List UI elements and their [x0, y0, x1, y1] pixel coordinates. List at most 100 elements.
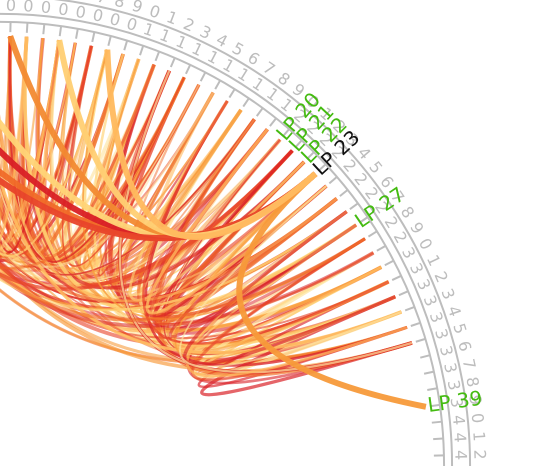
outer-ring-label: 7 [459, 357, 480, 371]
outer-ring-label: 6 [454, 339, 475, 354]
ring-tick [384, 259, 395, 267]
outer-ring-label: 5 [449, 321, 470, 336]
inner-ring-label: 0 [108, 9, 123, 30]
outer-ring-label: 8 [113, 0, 128, 12]
inner-ring-label: 0 [40, 0, 52, 17]
inner-ring-label: 3 [444, 379, 464, 392]
ring-tick [25, 22, 29, 33]
chord-link [0, 210, 348, 312]
chord-link [0, 49, 109, 257]
chord-link [0, 118, 256, 276]
inner-ring-label: 3 [431, 326, 452, 341]
chord-link [0, 206, 374, 325]
outer-ring-label: 6 [77, 0, 90, 4]
ring-tick [431, 420, 442, 424]
ring-tick [423, 370, 435, 375]
outer-ring-label: 8 [462, 375, 482, 388]
ring-tick [367, 230, 378, 238]
ring-tick [328, 176, 338, 185]
ring-tick [255, 107, 264, 117]
inner-ring-label: 3 [413, 276, 434, 293]
outer-ring-label: 1 [469, 431, 489, 442]
chord-link [0, 39, 62, 252]
ring-labels: 0000000000111111111122222222223333333333… [6, 0, 490, 461]
inner-ring-label: 1 [189, 39, 206, 61]
tick-marks [9, 22, 444, 457]
ring-tick [398, 290, 409, 297]
ring-tick [199, 71, 207, 82]
chord-link [111, 91, 243, 286]
chord-link [21, 36, 156, 260]
ring-tick [42, 24, 46, 35]
ring-tick [281, 128, 290, 138]
inner-ring-label: 3 [406, 260, 428, 277]
ring-tick [404, 305, 415, 312]
chord-link [0, 42, 77, 256]
ring-tick [391, 274, 402, 281]
ring-tick [228, 88, 236, 99]
outer-ring-label: 1 [164, 7, 180, 28]
ring-tick [415, 337, 426, 343]
inner-ring-label: 0 [74, 2, 87, 22]
ring-tick [75, 28, 79, 39]
outer-ring-label: 0 [147, 1, 163, 22]
inner-ring-label: 3 [446, 396, 466, 409]
chord-link [0, 173, 403, 355]
ring-tick [339, 189, 349, 197]
ring-tick [91, 31, 96, 43]
chord-link [0, 139, 281, 282]
inner-ring-label: 4 [450, 432, 470, 443]
chord-link [108, 69, 317, 300]
outer-ring-label: 1 [423, 252, 445, 269]
outer-ring-label: 4 [444, 303, 465, 319]
outer-ring-label: 7 [95, 0, 109, 7]
outer-ring-label: 2 [430, 269, 451, 286]
ring-tick [269, 117, 277, 127]
inner-ring-label: 4 [449, 414, 469, 426]
chord-link [0, 149, 294, 291]
chord-link [83, 64, 185, 270]
ring-tick [427, 387, 438, 391]
chord-link [128, 100, 306, 302]
chord-link [183, 210, 396, 367]
ring-tick [58, 26, 63, 37]
inner-ring-label: 3 [420, 293, 441, 309]
chord-link-emphasized [236, 171, 427, 410]
ring-tick [317, 163, 327, 172]
chord-link [0, 36, 28, 243]
outer-ring-label: 9 [130, 0, 145, 17]
ring-arc [0, 13, 453, 466]
inner-ring-label: 3 [436, 344, 457, 359]
ring-tick [169, 57, 176, 68]
ring-arc [52, 0, 471, 466]
chord-link [0, 45, 93, 258]
ring-tick [139, 45, 145, 56]
ring-tick [420, 354, 431, 359]
inner-ring-label: 3 [426, 309, 447, 325]
inner-ring-label: 0 [6, 0, 17, 15]
outer-ring-label: 0 [468, 412, 488, 424]
chord-link [104, 64, 338, 307]
chord-link [0, 36, 12, 186]
ring-tick [429, 403, 440, 408]
inner-ring-label: 1 [157, 25, 173, 46]
ring-tick [358, 216, 369, 224]
ring-tick [410, 321, 421, 327]
ring-tick [123, 40, 129, 51]
outer-ring-label: 9 [465, 394, 485, 407]
ring-tick [107, 35, 112, 46]
ring-arcs [0, 0, 471, 466]
chord-link [157, 160, 338, 326]
ring-arc [0, 21, 445, 466]
chord-link-emphasized [104, 49, 318, 241]
inner-ring-label: 0 [57, 0, 70, 20]
emphasized-chord-links [0, 35, 427, 410]
inner-ring-label: 3 [440, 361, 461, 375]
ring-tick [433, 437, 444, 441]
inner-ring-label: 4 [451, 450, 470, 461]
inner-ring-label: 0 [91, 5, 105, 26]
inner-ring-label: 1 [141, 19, 157, 40]
chord-link [0, 42, 77, 253]
chord-link [142, 100, 390, 345]
